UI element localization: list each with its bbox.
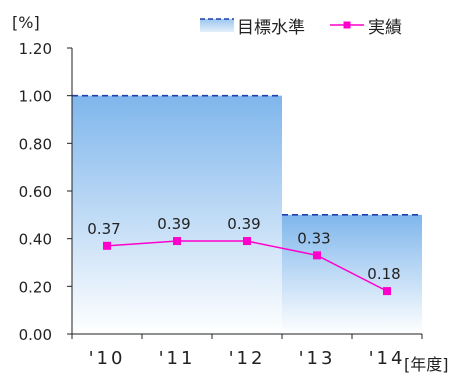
x-axis-label: [年度] [404,355,449,374]
legend-target-swatch [200,19,234,32]
actual-point [243,237,251,246]
target-area-block [72,95,282,335]
y-axis-ticks: 0.00 0.20 0.40 0.60 0.80 1.00 1.20 [19,40,72,344]
x-axis-ticks: '10 '11 '12 '13 '14 [71,334,423,369]
legend-actual-marker [343,21,351,29]
legend-item-target: 目標水準 [200,18,305,38]
actual-data-label: 0.18 [367,265,400,283]
x-tick-label: '10 [89,348,126,369]
x-tick-label: '13 [299,348,336,369]
legend-target-label: 目標水準 [237,18,305,38]
y-tick-label: 0.20 [19,278,52,296]
y-tick-label: 0.40 [19,231,52,249]
actual-data-label: 0.37 [87,220,120,238]
y-tick-label: 0.00 [19,326,52,344]
actual-point [103,241,111,250]
actual-data-label: 0.39 [227,215,260,233]
x-tick-label: '11 [159,348,196,369]
x-tick-label: '12 [229,348,266,369]
legend-actual-label: 実績 [368,18,402,38]
y-tick-label: 0.80 [19,135,52,153]
y-tick-label: 1.20 [19,40,52,58]
legend: 目標水準 実績 [200,18,402,38]
actual-data-label: 0.33 [297,229,330,247]
actual-data-label: 0.39 [157,215,190,233]
y-tick-label: 0.60 [19,183,52,201]
actual-point [313,251,321,260]
y-tick-label: 1.00 [19,88,52,106]
legend-item-actual: 実績 [330,18,402,38]
x-tick-label: '14 [369,348,406,369]
actual-point [173,237,181,246]
target-area-series [72,94,422,335]
actual-point [383,287,391,296]
y-axis-label: [%] [12,13,40,32]
target-area-block [282,214,422,334]
actual-series: 0.37 0.39 0.39 0.33 0.18 [87,215,401,296]
